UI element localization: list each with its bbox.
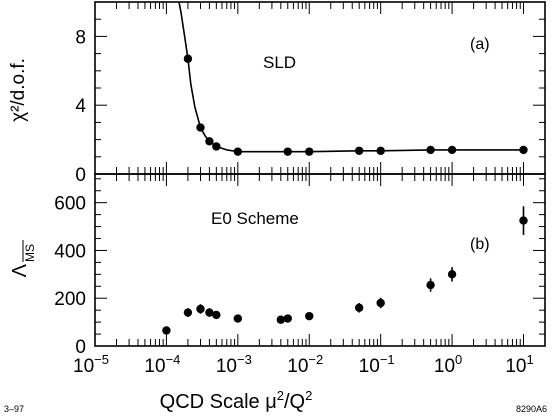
x-tick-exponent: −5 xyxy=(94,352,109,367)
data-point-b xyxy=(519,216,528,225)
x-tick-base: 10 xyxy=(505,356,526,377)
panel-a-ylabel: χ²/d.o.f. xyxy=(8,58,29,122)
x-tick-label: 10−4 xyxy=(144,352,180,377)
x-label-mid: /Q xyxy=(284,391,305,413)
data-point-a xyxy=(205,137,214,146)
x-label-main: QCD Scale μ xyxy=(160,391,277,413)
data-point-b xyxy=(354,303,364,312)
y-tick-label-b: 0 xyxy=(75,337,86,358)
data-point-a xyxy=(354,146,364,155)
data-point-b xyxy=(447,270,457,279)
x-tick-label: 10−5 xyxy=(73,352,109,377)
x-tick-labels: 10−5 10−4 10−3 10−2 10−1 100 101 xyxy=(73,352,534,377)
data-point-b xyxy=(426,280,435,290)
x-tick-exponent: −2 xyxy=(308,352,323,367)
data-point-b xyxy=(212,310,221,320)
x-tick-label: 101 xyxy=(505,352,533,377)
x-axis-label: QCD Scale μ2/Q2 xyxy=(160,388,313,413)
panel-b-frame xyxy=(94,173,546,347)
data-point-b xyxy=(205,308,214,317)
x-tick-label: 10−3 xyxy=(216,352,252,377)
data-point-a xyxy=(376,146,385,155)
data-point-b xyxy=(376,298,385,308)
x-tick-exponent: −4 xyxy=(166,352,181,367)
panel-a-annotation: SLD xyxy=(263,53,296,72)
x-tick-exponent: −3 xyxy=(237,352,252,367)
x-tick-base: 10 xyxy=(287,356,308,377)
data-point-b xyxy=(196,304,205,314)
data-point-b xyxy=(162,326,171,335)
x-tick-base: 10 xyxy=(144,356,165,377)
x-tick-label: 10−1 xyxy=(359,352,395,377)
data-point-a xyxy=(283,147,292,156)
y-tick-label-a: 4 xyxy=(75,96,86,117)
x-tick-base: 10 xyxy=(359,356,380,377)
y-tick-labels: 0 4 8 0 200 400 600 xyxy=(54,27,86,358)
panel-a-frame xyxy=(94,1,546,175)
data-point-b xyxy=(183,308,193,317)
data-point-a xyxy=(196,123,205,132)
fit-curve-group xyxy=(178,1,524,153)
x-tick-base: 10 xyxy=(434,356,455,377)
panel-b-ylabel: Λ MS xyxy=(9,240,37,277)
y-tick-label-b: 600 xyxy=(54,194,86,215)
x-tick-base: 10 xyxy=(73,356,94,377)
data-point-b xyxy=(233,314,243,323)
panel-b-points xyxy=(162,206,528,335)
data-point-a xyxy=(426,145,435,155)
data-point-a xyxy=(305,147,314,156)
data-point-b xyxy=(283,314,292,323)
y-tick-label-a: 0 xyxy=(75,165,86,186)
data-point-b xyxy=(305,311,314,321)
fit-curve xyxy=(178,1,524,153)
x-label-sup2: 2 xyxy=(305,388,312,403)
panel-a-label: (a) xyxy=(470,36,490,53)
ms-subscript: MS xyxy=(23,244,37,262)
data-point-a xyxy=(447,145,457,155)
x-tick-base: 10 xyxy=(216,356,237,377)
x-tick-exponent: 1 xyxy=(526,352,533,367)
data-point-b xyxy=(276,315,286,324)
footer-right: 8290A6 xyxy=(516,404,547,414)
x-tick-label: 10−2 xyxy=(287,352,323,377)
y-tick-label-b: 200 xyxy=(54,289,86,310)
x-tick-label: 100 xyxy=(434,352,462,377)
panel-b-annotation: E0 Scheme xyxy=(211,209,299,228)
x-tick-exponent: −1 xyxy=(380,352,395,367)
panel-a-points xyxy=(183,54,528,156)
data-point-a xyxy=(519,145,528,155)
x-label-sup1: 2 xyxy=(277,388,284,403)
x-tick-exponent: 0 xyxy=(455,352,462,367)
data-point-a xyxy=(233,147,243,156)
footer-left: 3–97 xyxy=(4,404,24,414)
y-tick-label-b: 400 xyxy=(54,241,86,262)
axis-ticks xyxy=(94,1,546,347)
data-point-a xyxy=(183,54,193,63)
panel-b-label: (b) xyxy=(470,236,490,253)
lambda-symbol: Λ xyxy=(9,263,31,277)
y-tick-label-a: 8 xyxy=(75,27,86,48)
data-point-a xyxy=(212,142,221,151)
